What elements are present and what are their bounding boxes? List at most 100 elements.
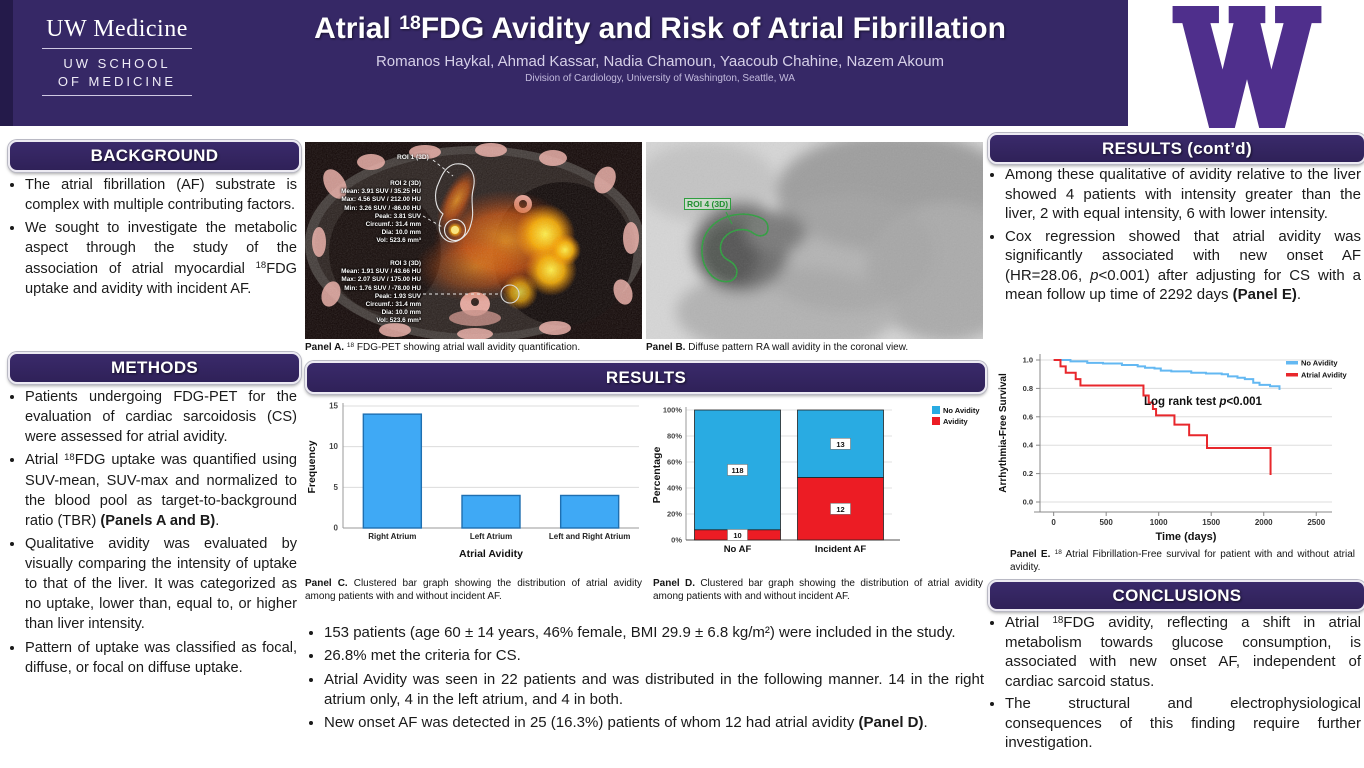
svg-text:Arrhythmia-Free Survival: Arrhythmia-Free Survival <box>998 373 1009 493</box>
methods-bullet-list: Patients undergoing FDG-PET for the eval… <box>8 387 297 681</box>
svg-text:No Avidity: No Avidity <box>943 406 980 415</box>
roi3-readout: ROI 3 (3D) Mean: 1.91 SUV / 43.66 HU Max: … <box>311 260 421 326</box>
uw-w-icon <box>1172 6 1322 128</box>
section-header-results-contd: RESULTS (cont’d) <box>988 133 1364 164</box>
section-title: METHODS <box>110 358 199 377</box>
log-rank-annotation: Log rank test p<0.001 <box>1144 396 1262 408</box>
svg-text:0.6: 0.6 <box>1023 412 1033 421</box>
roi2-line: Vol: 523.6 mm³ <box>376 237 421 245</box>
svg-text:Percentage: Percentage <box>651 447 663 504</box>
roi3-line: ROI 3 (3D) <box>390 260 421 267</box>
roi2-readout: ROI 2 (3D) Mean: 3.91 SUV / 35.25 HU Max: … <box>311 180 421 246</box>
svg-text:Left and Right Atrium: Left and Right Atrium <box>549 532 630 541</box>
authors-line: Romanos Haykal, Ahmad Kassar, Nadia Cham… <box>375 53 945 70</box>
svg-text:0.0: 0.0 <box>1023 498 1033 507</box>
panel-d-caption: Panel D. Clustered bar graph showing the… <box>653 578 983 602</box>
km-curve-no-avidity <box>1053 359 1281 390</box>
bar-left-and-right-atrium <box>559 494 620 529</box>
svg-text:0: 0 <box>334 524 339 533</box>
svg-text:1.0: 1.0 <box>1023 356 1033 365</box>
svg-text:12: 12 <box>836 505 844 514</box>
methods-bullet: Patients undergoing FDG-PET for the eval… <box>25 387 297 447</box>
svg-text:10: 10 <box>733 531 741 540</box>
section-header-results: RESULTS <box>305 361 987 394</box>
roi3-line: Circumf.: 31.4 mm <box>365 300 421 308</box>
methods-bullet: Pattern of uptake was classified as foca… <box>25 638 297 678</box>
roi3-line: Min: 1.76 SUV / -78.00 HU <box>344 284 421 292</box>
svg-text:13: 13 <box>836 440 844 449</box>
svg-text:0.8: 0.8 <box>1023 384 1033 393</box>
title-block: Atrial 18FDG Avidity and Risk of Atrial … <box>280 12 1040 84</box>
svg-text:No Avidity: No Avidity <box>1301 359 1338 368</box>
results-bullet: 26.8% met the criteria for CS. <box>324 646 984 666</box>
logo-divider <box>42 95 192 97</box>
svg-text:No AF: No AF <box>724 544 752 555</box>
header-left-strip <box>0 0 13 126</box>
roi2-line: Dia: 10.0 mm <box>381 229 421 237</box>
header-banner: UW Medicine UW SCHOOL OF MEDICINE Atrial… <box>0 0 1128 126</box>
svg-text:Left Atrium: Left Atrium <box>470 532 512 541</box>
svg-text:Right Atrium: Right Atrium <box>368 532 416 541</box>
legend-swatch <box>1286 373 1298 377</box>
svg-text:Time (days): Time (days) <box>1156 531 1217 543</box>
panel-d-chart: 0% 20% 40% 60% 80% 100% 118 10 No AF 13 12 Incident… <box>650 398 983 576</box>
svg-text:Frequency: Frequency <box>306 440 318 493</box>
background-bullet-list: The atrial fibrillation (AF) substrate i… <box>8 175 297 302</box>
svg-text:2500: 2500 <box>1307 518 1325 527</box>
panel-b-caption: Panel B. Diffuse pattern RA wall avidity… <box>646 342 909 353</box>
roi2-line: Peak: 3.81 SUV <box>374 212 421 220</box>
results-contd-bullet-list: Among these qualitative of avidity relat… <box>988 165 1361 308</box>
roi3-line: Dia: 10.0 mm <box>381 309 421 317</box>
section-title: RESULTS (cont’d) <box>1102 138 1252 158</box>
svg-text:80%: 80% <box>667 432 682 441</box>
svg-text:0%: 0% <box>671 536 682 545</box>
roi2-line: Mean: 3.91 SUV / 35.25 HU <box>341 188 421 196</box>
svg-text:60%: 60% <box>667 458 682 467</box>
results-contd-bullet: Cox regression showed that atrial avidit… <box>1005 227 1361 305</box>
panel-c-chart: 0 5 10 15 Right Atrium Left Atrium Left and Ri… <box>303 398 645 576</box>
panel-b-pet-image: ROI 4 (3D) <box>646 142 983 339</box>
svg-text:40%: 40% <box>667 484 682 493</box>
logo-school-line1: UW SCHOOL <box>63 56 171 71</box>
panel-e-caption: Panel E. 18 Atrial Fibrillation-Free sur… <box>1010 549 1355 573</box>
coronal-scan-graphic <box>646 142 983 339</box>
svg-text:0.4: 0.4 <box>1023 441 1034 450</box>
svg-text:10: 10 <box>329 442 338 451</box>
roi2-line: Max: 4.56 SUV / 212.00 HU <box>341 196 421 204</box>
legend-swatch <box>932 406 940 414</box>
km-curve-atrial-avidity <box>1053 359 1272 476</box>
section-header-conclusions: CONCLUSIONS <box>988 580 1364 611</box>
results-bullet: Atrial Avidity was seen in 22 patients a… <box>324 670 984 711</box>
logo-school-line2: OF MEDICINE <box>57 73 177 89</box>
background-bullet: We sought to investigate the metabolic a… <box>25 218 297 299</box>
panel-e-survival-chart: 0.0 0.2 0.4 0.6 0.8 1.0 0 500 1000 1500 2000 2500 No… <box>998 354 1348 543</box>
conclusions-bullet-list: Atrial 18FDG avidity, reflecting a shift… <box>988 613 1361 756</box>
panel-d-stacked-chart: 0% 20% 40% 60% 80% 100% 118 10 No AF 13 12 Incident… <box>651 406 980 556</box>
roi3-line: Peak: 1.93 SUV <box>374 292 421 300</box>
svg-text:1000: 1000 <box>1150 518 1168 527</box>
roi3-line: Mean: 1.91 SUV / 43.66 HU <box>341 268 421 276</box>
poster-title: Atrial 18FDG Avidity and Risk of Atrial … <box>314 12 1006 45</box>
svg-text:0.2: 0.2 <box>1023 469 1033 478</box>
section-title: CONCLUSIONS <box>1112 585 1242 605</box>
bar-right-atrium <box>362 413 423 529</box>
uw-medicine-logo: UW Medicine UW SCHOOL OF MEDICINE <box>42 16 192 102</box>
svg-text:20%: 20% <box>667 510 682 519</box>
svg-text:1500: 1500 <box>1202 518 1220 527</box>
methods-bullet: Qualitative avidity was evaluated by vis… <box>25 534 297 635</box>
affiliation-line: Division of Cardiology, University of Wa… <box>525 73 795 84</box>
panel-e-chart: 0.0 0.2 0.4 0.6 0.8 1.0 0 500 1000 1500 2000 2500 No… <box>992 342 1360 547</box>
legend-swatch <box>932 417 940 425</box>
legend-swatch <box>1286 361 1298 365</box>
svg-text:500: 500 <box>1099 518 1113 527</box>
conclusions-bullet: Atrial 18FDG avidity, reflecting a shift… <box>1005 613 1361 691</box>
panel-c-caption: Panel C. Clustered bar graph showing the… <box>305 578 642 602</box>
section-header-methods: METHODS <box>8 352 301 384</box>
svg-text:100%: 100% <box>663 406 683 415</box>
panel-c-bar-chart: 0 5 10 15 Right Atrium Left Atrium Left and Ri… <box>306 402 639 560</box>
background-bullet: The atrial fibrillation (AF) substrate i… <box>25 175 297 215</box>
roi4-label: ROI 4 (3D) <box>684 198 732 210</box>
section-title: RESULTS <box>605 367 687 387</box>
logo-divider <box>42 48 192 49</box>
svg-text:Atrial Avidity: Atrial Avidity <box>459 548 523 560</box>
